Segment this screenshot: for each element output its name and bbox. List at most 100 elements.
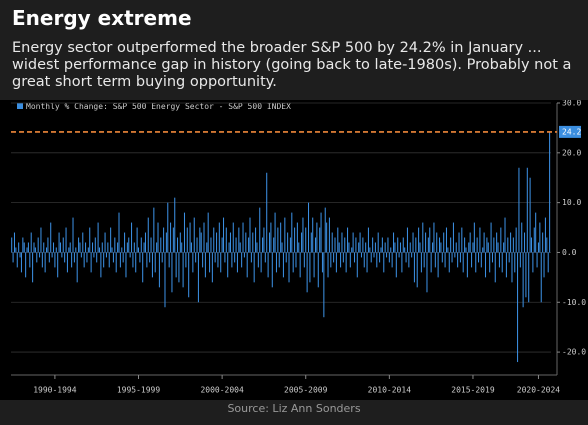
bar <box>23 242 25 253</box>
bar <box>157 222 159 253</box>
bar <box>423 252 425 268</box>
bar <box>115 252 117 273</box>
bar <box>498 252 500 268</box>
bar <box>376 252 378 268</box>
bar <box>430 252 432 273</box>
bar <box>490 222 492 253</box>
bar <box>50 222 52 253</box>
bar <box>444 252 446 268</box>
bar <box>404 247 406 253</box>
bar <box>429 227 431 253</box>
bar <box>409 242 411 253</box>
bar <box>314 237 317 253</box>
bar <box>326 222 328 253</box>
bar <box>104 232 106 253</box>
x-tick-label: 2015-2019 <box>451 386 495 395</box>
bar <box>188 252 190 298</box>
bar <box>139 252 141 263</box>
bar <box>443 232 445 253</box>
bar <box>12 252 14 263</box>
bar <box>167 202 169 253</box>
bar <box>202 252 204 268</box>
bar <box>90 252 92 273</box>
bar <box>179 232 181 253</box>
bar <box>26 247 28 253</box>
bar <box>158 252 160 288</box>
bar <box>153 207 155 253</box>
bar <box>11 237 13 253</box>
bar <box>328 217 330 253</box>
y-tick-label: 30.0 <box>562 100 581 108</box>
bar <box>427 237 429 253</box>
bar <box>58 232 60 253</box>
bar <box>289 237 291 253</box>
bar <box>101 242 103 253</box>
bar <box>504 217 506 253</box>
bar <box>118 212 120 253</box>
bar <box>144 232 146 253</box>
bar <box>331 232 333 253</box>
bar <box>387 237 389 253</box>
title: Energy extreme <box>12 6 192 30</box>
x-tick-label: 2005-2009 <box>284 386 328 395</box>
bar <box>497 242 499 253</box>
bar <box>218 222 220 253</box>
bar <box>355 237 357 253</box>
bar <box>243 252 245 258</box>
bar <box>96 252 98 263</box>
bar <box>362 237 364 253</box>
bar <box>165 232 167 253</box>
bar <box>268 232 271 253</box>
bar <box>359 232 361 253</box>
bar <box>61 252 63 258</box>
bar <box>150 237 152 253</box>
bar <box>178 252 180 283</box>
bar <box>111 247 113 253</box>
bar <box>482 247 484 253</box>
bar <box>309 252 311 283</box>
bar <box>284 217 286 253</box>
bar <box>398 252 400 258</box>
bar <box>454 252 456 258</box>
bar <box>546 237 548 253</box>
bar <box>264 252 266 263</box>
bar <box>235 237 237 253</box>
bar <box>47 237 49 253</box>
bar <box>71 252 73 268</box>
bar <box>68 247 70 253</box>
bar <box>270 222 272 253</box>
bar <box>535 212 537 253</box>
bar <box>391 252 393 268</box>
bar <box>401 252 403 273</box>
bar <box>333 252 335 263</box>
bar <box>196 237 198 253</box>
bar <box>379 252 381 263</box>
bar <box>277 227 279 253</box>
bar <box>197 252 199 303</box>
bar <box>397 237 399 253</box>
bar <box>64 252 66 263</box>
bar <box>510 232 512 253</box>
bar <box>377 232 379 253</box>
bar <box>479 227 481 253</box>
bar <box>288 252 290 283</box>
bar <box>87 247 89 253</box>
bar <box>262 237 264 253</box>
bar <box>412 232 414 253</box>
bar <box>491 252 493 263</box>
bar <box>501 252 503 273</box>
bar <box>125 252 127 278</box>
bar <box>39 252 41 258</box>
bar <box>146 252 148 268</box>
bar <box>34 247 36 253</box>
bar <box>213 227 215 253</box>
bar <box>505 252 507 278</box>
bar <box>129 252 131 258</box>
bar <box>76 252 78 283</box>
bar <box>105 252 107 258</box>
bar <box>72 217 74 253</box>
bar <box>547 252 549 273</box>
bar <box>455 242 457 253</box>
bar <box>282 252 284 278</box>
bar <box>228 242 230 253</box>
